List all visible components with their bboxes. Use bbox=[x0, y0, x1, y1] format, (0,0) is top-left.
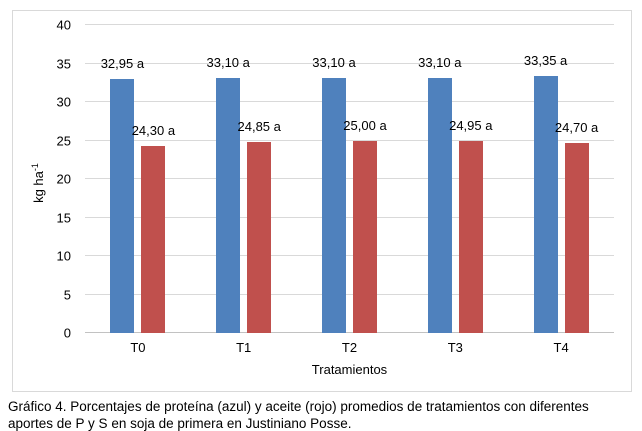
y-tick-label: 5 bbox=[63, 287, 71, 302]
y-tick-label: 15 bbox=[56, 210, 71, 225]
y-tick-label: 0 bbox=[63, 325, 71, 341]
gridline bbox=[85, 293, 614, 295]
bar-value-label: 24,70 a bbox=[554, 119, 599, 135]
x-tick-label-t3: T3 bbox=[447, 340, 463, 355]
x-tick-label-t2: T2 bbox=[341, 340, 358, 355]
y-tick-label: 20 bbox=[56, 171, 71, 187]
gridline bbox=[85, 255, 614, 256]
gridline bbox=[85, 332, 614, 333]
bar-proteína-t1: 33,10 a bbox=[207, 55, 250, 333]
x-axis-title: Tratamientos bbox=[311, 362, 388, 377]
x-tick-label-t1: T1 bbox=[236, 340, 252, 355]
bar-group-t4: 33,35 a 24,70 a bbox=[524, 53, 598, 333]
x-tick-label-t0: T0 bbox=[130, 340, 146, 355]
bar-proteína-t2: 33,10 a bbox=[312, 55, 356, 333]
bar-group-t0: 32,95 a 24,30 a bbox=[101, 56, 175, 333]
bar-value-label: 32,95 a bbox=[100, 56, 145, 72]
x-axis-ticks: T0 T1 T2 T3 T4 bbox=[85, 340, 614, 355]
bar-value-label: 24,95 a bbox=[449, 117, 493, 133]
bar-group-t3: 33,10 a 24,95 a bbox=[418, 55, 492, 333]
bar-value-label: 33,35 a bbox=[523, 53, 568, 69]
bar-value-label: 24,85 a bbox=[237, 118, 281, 134]
gridline bbox=[85, 216, 614, 218]
bar-proteína-t0: 32,95 a bbox=[101, 56, 144, 333]
bar-proteína-t3: 33,10 a bbox=[418, 55, 461, 333]
gridline bbox=[85, 139, 614, 141]
y-tick-label: 30 bbox=[56, 94, 71, 110]
bar-group-t2: 33,10 a 25,00 a bbox=[312, 55, 387, 333]
y-tick-label: 40 bbox=[56, 17, 71, 33]
y-axis-ticks: 0 5 10 15 20 25 30 35 40 bbox=[13, 18, 71, 341]
bar-aceite-t4: 24,70 a bbox=[555, 120, 598, 333]
x-tick-label-t4: T4 bbox=[553, 340, 569, 355]
bar-value-label: 25,00 a bbox=[343, 117, 387, 133]
gridline bbox=[85, 101, 614, 102]
bar-value-label: 33,10 a bbox=[312, 55, 356, 71]
bar-value-label: 33,10 a bbox=[418, 55, 462, 71]
chart-caption-line-2: aportes de P y S en soja de primera en J… bbox=[8, 416, 352, 431]
bar-aceite-t3: 24,95 a bbox=[449, 118, 492, 333]
y-tick-label: 35 bbox=[56, 56, 71, 71]
bar-proteína-t4: 33,35 a bbox=[524, 53, 567, 333]
chart-caption-line-1: Gráfico 4. Porcentajes de proteína (azul… bbox=[8, 399, 589, 414]
bar-group-t1: 33,10 a 24,85 a bbox=[207, 55, 281, 333]
bar-groups: 32,95 a 24,30 a 33,10 a 24,85 a 33,10 a 25,00… bbox=[85, 25, 614, 333]
gridline bbox=[85, 62, 614, 64]
bar-aceite-t2: 25,00 a bbox=[343, 118, 387, 333]
plot-area: 32,95 a 24,30 a 33,10 a 24,85 a 33,10 a 25,00… bbox=[85, 24, 614, 333]
y-tick-label: 25 bbox=[56, 133, 71, 148]
gridline bbox=[85, 178, 614, 179]
y-tick-label: 10 bbox=[56, 248, 71, 264]
bar-value-label: 33,10 a bbox=[206, 55, 250, 71]
gridline bbox=[85, 24, 614, 25]
chart-caption: Gráfico 4. Porcentajes de proteína (azul… bbox=[8, 398, 636, 431]
bar-aceite-t0: 24,30 a bbox=[132, 123, 175, 333]
bar-aceite-t1: 24,85 a bbox=[238, 119, 281, 333]
bar-value-label: 24,30 a bbox=[131, 122, 176, 138]
